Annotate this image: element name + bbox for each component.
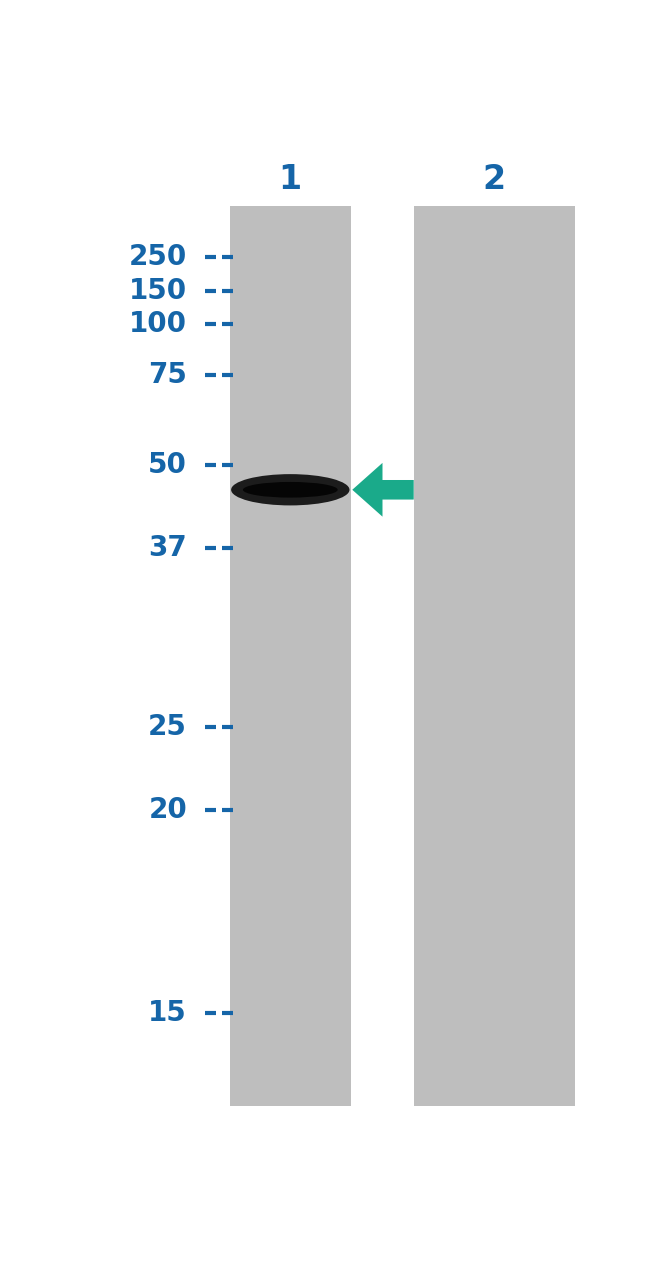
Text: 250: 250	[129, 243, 187, 271]
Text: 50: 50	[148, 451, 187, 479]
Text: 75: 75	[148, 362, 187, 390]
Text: 150: 150	[129, 277, 187, 305]
Bar	[414, 206, 575, 1106]
FancyArrow shape	[352, 462, 414, 517]
Text: 15: 15	[148, 999, 187, 1027]
Ellipse shape	[231, 474, 350, 505]
Text: 1: 1	[279, 164, 302, 197]
Ellipse shape	[243, 481, 337, 498]
Text: 2: 2	[483, 164, 506, 197]
Text: 20: 20	[148, 795, 187, 823]
Text: 37: 37	[148, 535, 187, 563]
Text: 100: 100	[129, 310, 187, 338]
Bar	[230, 206, 351, 1106]
Text: 25: 25	[148, 714, 187, 742]
